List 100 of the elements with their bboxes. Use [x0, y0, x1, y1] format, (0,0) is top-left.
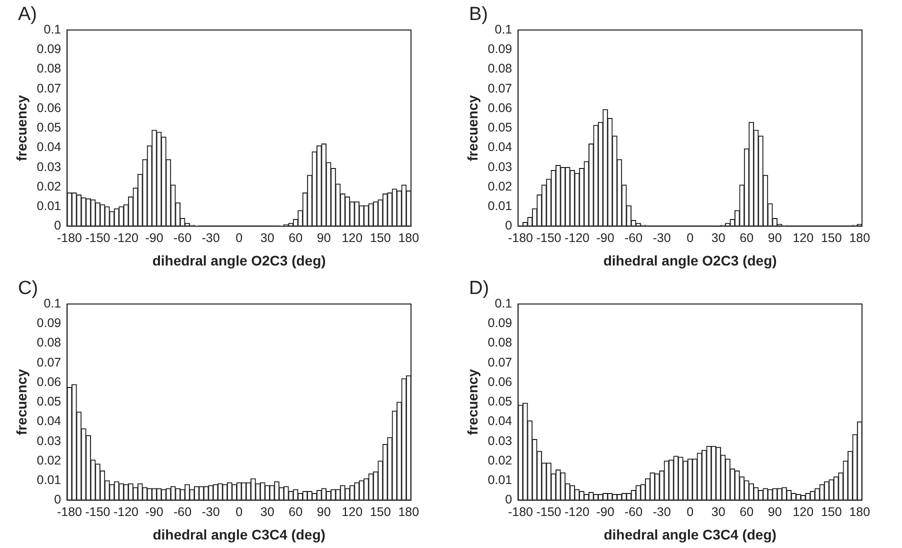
y-tick-label: 0.09 [488, 42, 512, 56]
y-tick-label: 0.03 [36, 160, 62, 174]
x-tick-label: -30 [202, 231, 220, 246]
x-tick-label: 90 [768, 505, 782, 520]
x-tick-label: -150 [85, 505, 110, 520]
x-tick-label: -60 [624, 231, 643, 246]
y-tick-label: 0.03 [36, 434, 62, 448]
x-tick-label: -90 [145, 505, 164, 520]
x-tick-label: 30 [711, 231, 726, 246]
x-tick-label: 0 [236, 231, 243, 246]
y-tick-label: 0.08 [488, 62, 512, 76]
y-tick-label: 0.06 [36, 374, 62, 389]
x-tick-label: -30 [652, 505, 671, 520]
y-tick-label: 0 [505, 218, 512, 233]
x-tick-label: 180 [398, 231, 420, 246]
y-tick-label: 0.04 [488, 140, 512, 154]
chart-title: C) [18, 278, 38, 300]
x-tick-label: 180 [849, 231, 870, 246]
y-tick-label: 0.1 [494, 296, 512, 310]
x-tick-label: 150 [370, 231, 391, 246]
x-tick-label: -120 [564, 505, 590, 520]
y-tick-label: 0 [505, 492, 512, 507]
y-tick-label: 0.07 [488, 81, 512, 96]
x-tick-label: -150 [536, 505, 562, 520]
x-axis-title: dihedral angle C3C4 (deg) [152, 526, 326, 542]
y-tick-label: 0.04 [488, 414, 512, 428]
x-tick-label: 180 [398, 505, 420, 520]
y-tick-label: 0.08 [36, 336, 62, 350]
x-tick-label: -90 [596, 505, 614, 520]
x-axis-title: dihedral angle C3C4 (deg) [604, 526, 776, 542]
x-tick-label: 90 [316, 505, 331, 520]
y-tick-label: 0.06 [488, 100, 512, 115]
y-tick-label: 0.04 [36, 140, 62, 154]
x-tick-label: 60 [288, 505, 303, 520]
x-tick-label: 90 [316, 231, 331, 246]
x-tick-label: -90 [596, 231, 614, 246]
x-tick-label: 150 [820, 505, 842, 520]
x-tick-label: 0 [686, 505, 694, 520]
y-tick-label: 0.08 [488, 336, 512, 350]
x-tick-label: 30 [711, 505, 726, 520]
y-tick-label: 0 [54, 492, 62, 507]
x-axis-title: dihedral angle O2C3 (deg) [152, 252, 326, 268]
x-tick-label: 150 [820, 231, 842, 246]
x-tick-label: -120 [113, 231, 139, 246]
x-axis-title: dihedral angle O2C3 (deg) [603, 252, 777, 268]
x-tick-label: 60 [740, 505, 754, 520]
y-axis-title: frecuency [13, 94, 30, 162]
y-tick-label: 0.1 [44, 296, 62, 310]
x-tick-label: -180 [508, 231, 534, 246]
y-axis-title: frecuency [13, 368, 30, 436]
y-tick-label: 0.06 [36, 100, 62, 115]
x-tick-label: -180 [56, 505, 82, 520]
x-tick-label: -150 [85, 231, 110, 246]
x-tick-label: -120 [564, 231, 590, 246]
x-tick-label: -90 [145, 231, 164, 246]
x-tick-label: -60 [174, 231, 192, 246]
y-axis-title: frecuency [464, 368, 480, 436]
y-tick-label: 0.07 [36, 81, 62, 96]
x-tick-label: 150 [370, 505, 391, 520]
y-tick-label: 0.09 [36, 42, 62, 56]
x-tick-label: 120 [792, 505, 814, 520]
y-tick-label: 0.02 [488, 179, 512, 194]
x-tick-label: 120 [792, 231, 814, 246]
y-tick-label: 0 [54, 218, 62, 233]
y-tick-label: 0.02 [36, 453, 62, 468]
x-tick-label: 120 [342, 231, 363, 246]
x-tick-label: 180 [849, 505, 870, 520]
y-tick-label: 0.01 [36, 199, 62, 214]
y-tick-label: 0.01 [488, 473, 512, 488]
x-tick-label: 30 [260, 231, 274, 246]
x-tick-label: -120 [113, 505, 139, 520]
x-tick-label: -60 [624, 505, 643, 520]
y-tick-label: 0.1 [494, 22, 512, 36]
y-tick-label: 0.06 [488, 374, 512, 389]
x-tick-label: -30 [202, 505, 220, 520]
y-tick-label: 0.05 [36, 394, 62, 409]
chart-title: A) [18, 4, 37, 26]
y-tick-label: 0.01 [36, 473, 62, 488]
x-tick-label: 60 [288, 231, 303, 246]
chart-title: D) [469, 278, 490, 300]
x-tick-label: 120 [342, 505, 363, 520]
x-tick-label: 60 [740, 231, 754, 246]
y-tick-label: 0.07 [36, 355, 62, 370]
x-tick-label: 90 [768, 231, 782, 246]
x-tick-label: 0 [686, 231, 694, 246]
y-tick-label: 0.07 [488, 355, 512, 370]
y-tick-label: 0.09 [488, 316, 512, 330]
x-tick-label: -60 [174, 505, 192, 520]
y-tick-label: 0.02 [488, 453, 512, 468]
y-tick-label: 0.1 [44, 22, 62, 36]
y-axis-title: frecuency [464, 94, 480, 162]
chart-title: B) [469, 4, 488, 26]
x-tick-label: 30 [260, 505, 274, 520]
y-tick-label: 0.03 [488, 434, 512, 448]
y-tick-label: 0.05 [488, 120, 512, 135]
y-tick-label: 0.08 [36, 62, 62, 76]
y-tick-label: 0.03 [488, 160, 512, 174]
y-tick-label: 0.01 [488, 199, 512, 214]
y-tick-label: 0.02 [36, 179, 62, 194]
y-tick-label: 0.05 [36, 120, 62, 135]
